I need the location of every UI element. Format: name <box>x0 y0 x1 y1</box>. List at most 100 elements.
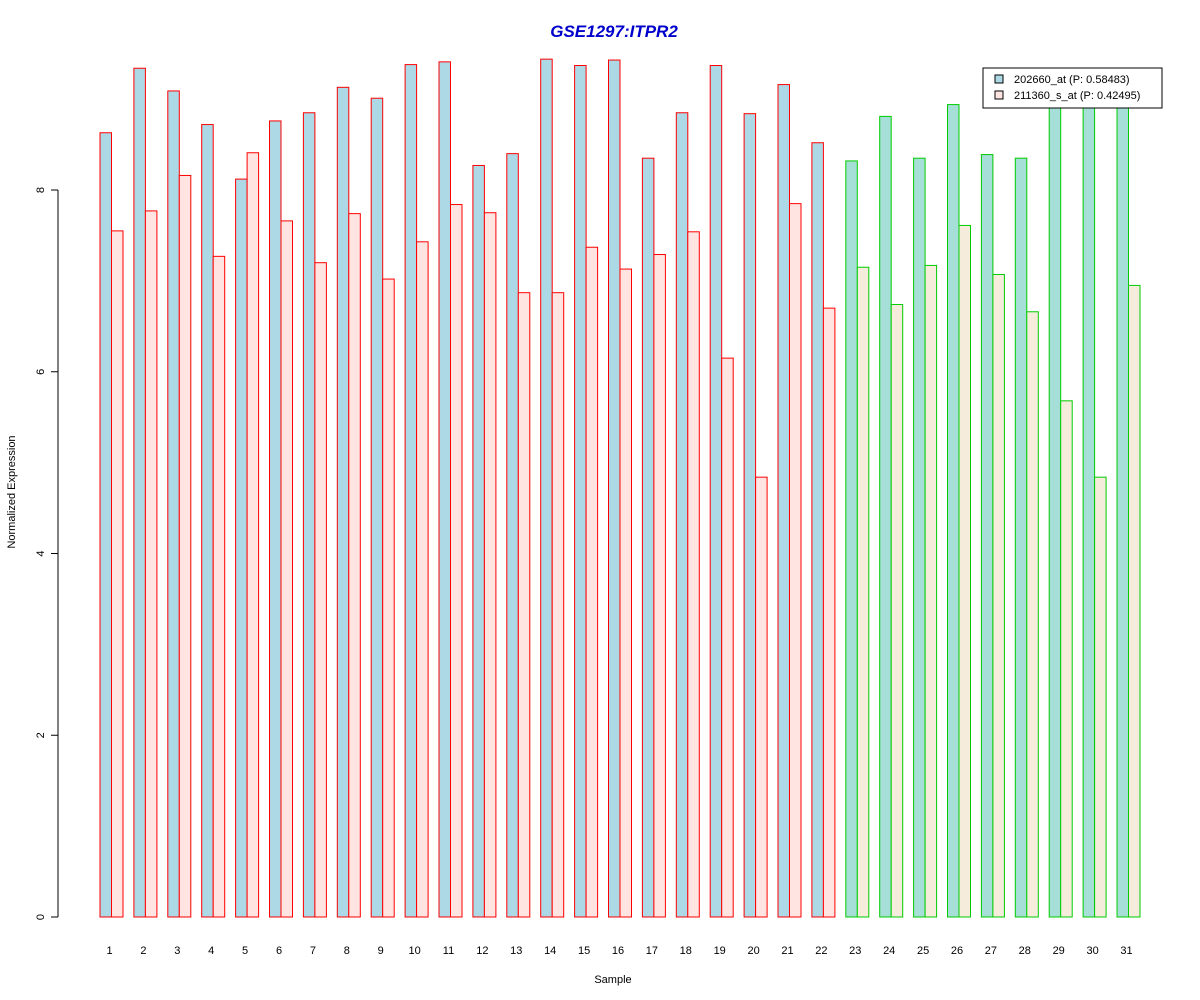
x-tick-label: 25 <box>917 945 929 957</box>
bar-211360-s-at <box>619 268 632 918</box>
bar-211360-s-at <box>348 213 361 918</box>
x-tick-label: 29 <box>1053 945 1065 957</box>
legend-entry: 202660_at (P: 0.58483) <box>1014 74 1130 86</box>
bar-202660-at <box>438 61 451 918</box>
bar-211360-s-at <box>1060 400 1073 918</box>
bar-202660-at <box>574 65 587 918</box>
y-axis: 0 2 4 6 8 <box>35 187 59 920</box>
bar-211360-s-at <box>1026 311 1039 918</box>
bar-211360-s-at <box>551 292 565 918</box>
bar-211360-s-at <box>314 262 327 918</box>
bar-202660-at <box>99 132 112 918</box>
bars-group <box>99 58 1141 918</box>
legend-swatch <box>994 74 1004 84</box>
bar-202660-at <box>608 59 621 918</box>
bar-202660-at <box>269 120 282 918</box>
bar-211360-s-at <box>890 304 904 918</box>
x-tick-label: 7 <box>310 945 316 957</box>
bar-211360-s-at <box>1094 476 1107 918</box>
bar-202660-at <box>506 153 519 918</box>
bar-211360-s-at <box>382 278 395 918</box>
bar-211360-s-at <box>450 204 463 918</box>
y-tick-label: 4 <box>35 550 47 556</box>
x-tick-labels: 1 2 3 4 5 6 7 8 9 10 11 12 13 14 15 16 17 18 19 20 21 22 23 24 2… <box>106 945 1132 957</box>
legend-entry: 211360_s_at (P: 0.42495) <box>1014 90 1140 102</box>
bar-211360-s-at <box>178 174 192 918</box>
bar-202660-at <box>675 112 689 918</box>
bar-202660-at <box>133 67 146 918</box>
bar-202660-at <box>811 142 824 918</box>
x-tick-label: 27 <box>985 945 997 957</box>
bar-211360-s-at <box>822 307 836 918</box>
bar-202660-at <box>167 90 180 918</box>
bar-202660-at <box>1014 157 1028 918</box>
legend-swatch <box>994 90 1004 100</box>
bar-202660-at <box>1116 98 1129 918</box>
bar-211360-s-at <box>416 241 429 918</box>
legend-box <box>982 67 1163 109</box>
bar-211360-s-at <box>856 266 870 918</box>
x-tick-label: 1 <box>106 945 112 957</box>
bar-211360-s-at <box>721 357 734 918</box>
x-tick-label: 2 <box>140 945 146 957</box>
bar-202660-at <box>709 65 723 918</box>
x-tick-label: 18 <box>680 945 692 957</box>
bar-211360-s-at <box>483 212 497 918</box>
bar-211360-s-at <box>755 476 768 918</box>
x-tick-label: 20 <box>747 945 759 957</box>
y-tick-label: 6 <box>35 369 47 375</box>
x-tick-label: 4 <box>208 945 214 957</box>
x-tick-label: 11 <box>443 945 454 957</box>
x-tick-label: 23 <box>849 945 861 957</box>
y-tick-label: 8 <box>35 187 47 193</box>
y-tick-label: 0 <box>35 914 47 920</box>
x-tick-label: 16 <box>612 945 624 957</box>
x-axis-label: Sample <box>594 974 631 986</box>
bar-202660-at <box>777 84 790 918</box>
y-axis-label: Normalized Expression <box>6 435 18 548</box>
x-tick-label: 8 <box>344 945 350 957</box>
bar-202660-at <box>879 115 892 918</box>
x-tick-label: 5 <box>242 945 248 957</box>
x-tick-label: 9 <box>378 945 384 957</box>
bar-202660-at <box>302 112 316 918</box>
bar-202660-at <box>235 178 248 918</box>
chart-title: GSE1297:ITPR2 <box>550 22 678 41</box>
bar-202660-at <box>1082 89 1096 918</box>
bar-211360-s-at <box>992 274 1005 918</box>
x-tick-label: 31 <box>1120 945 1132 957</box>
bar-211360-s-at <box>111 230 124 918</box>
bar-211360-s-at <box>924 264 938 918</box>
bar-202660-at <box>641 157 655 918</box>
x-tick-label: 19 <box>714 945 726 957</box>
bar-202660-at <box>913 157 926 918</box>
x-tick-label: 26 <box>951 945 963 957</box>
bar-211360-s-at <box>1128 284 1141 918</box>
bar-202660-at <box>1048 98 1062 918</box>
bar-211360-s-at <box>246 152 260 918</box>
bar-211360-s-at <box>144 210 158 918</box>
bar-202660-at <box>472 164 485 918</box>
bar-211360-s-at <box>212 255 226 918</box>
bar-202660-at <box>201 124 214 918</box>
bar-202660-at <box>845 160 858 918</box>
x-tick-label: 12 <box>476 945 488 957</box>
x-tick-label: 15 <box>578 945 590 957</box>
bar-211360-s-at <box>517 292 531 918</box>
bar-211360-s-at <box>958 224 971 918</box>
bar-211360-s-at <box>789 203 802 918</box>
x-tick-label: 13 <box>510 945 522 957</box>
x-tick-label: 30 <box>1086 945 1098 957</box>
bar-202660-at <box>980 154 994 918</box>
bar-211360-s-at <box>687 231 700 918</box>
x-tick-label: 28 <box>1019 945 1031 957</box>
x-tick-label: 3 <box>174 945 180 957</box>
y-tick-label: 2 <box>35 732 47 738</box>
legend: 202660_at (P: 0.58483) 211360_s_at (P: 0.… <box>982 67 1163 109</box>
x-tick-label: 14 <box>544 945 556 957</box>
bar-211360-s-at <box>585 246 599 918</box>
bar-202660-at <box>947 104 960 918</box>
x-tick-label: 6 <box>276 945 282 957</box>
bar-211360-s-at <box>653 254 666 918</box>
